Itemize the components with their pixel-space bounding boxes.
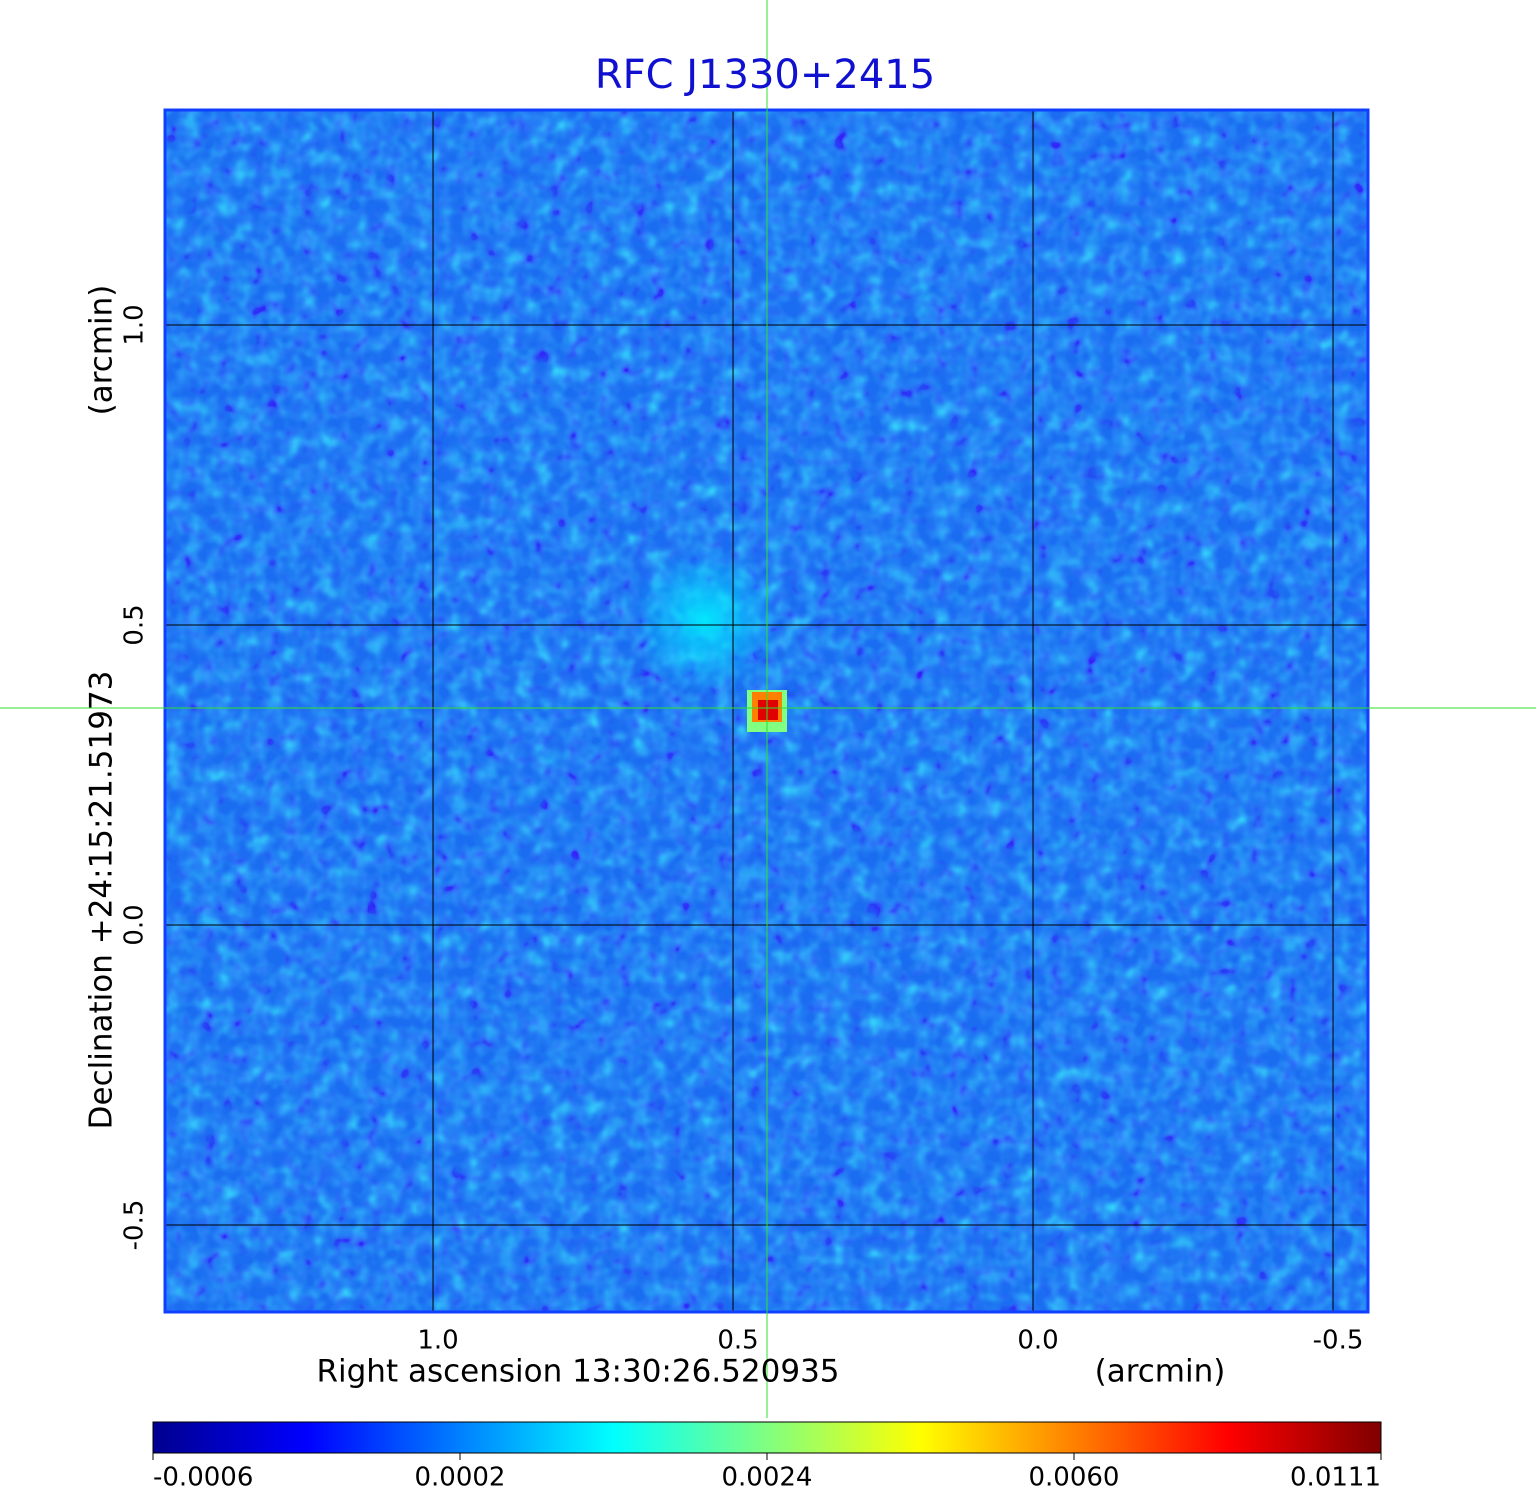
colorbar-tick-label: 0.0002 <box>415 1463 506 1493</box>
x-tick-label: -0.5 <box>1313 1326 1364 1356</box>
colorbar-tick-label: 0.0024 <box>722 1463 813 1493</box>
y-axis-unit: (arcmin) <box>84 285 120 416</box>
colorbar-tick-label: 0.0060 <box>1029 1463 1120 1493</box>
y-tick-label: 1.0 <box>120 304 150 345</box>
colorbar <box>152 1421 1382 1454</box>
x-tick-label: 0.0 <box>1017 1326 1058 1356</box>
colorbar-tick-label: -0.0006 <box>153 1463 253 1493</box>
x-tick-label: 1.0 <box>417 1326 458 1356</box>
x-axis-label: Right ascension 13:30:26.520935 <box>316 1354 839 1390</box>
x-tick-label: 0.5 <box>717 1326 758 1356</box>
colorbar-tick-label: 0.0111 <box>1290 1463 1381 1493</box>
chart-title: RFC J1330+2415 <box>595 52 935 98</box>
y-tick-label: -0.5 <box>120 1200 150 1251</box>
y-tick-label: 0.0 <box>120 904 150 945</box>
x-axis-unit: (arcmin) <box>1095 1354 1226 1390</box>
y-axis-label: Declination +24:15:21.51973 <box>84 671 120 1130</box>
y-tick-label: 0.5 <box>120 604 150 645</box>
